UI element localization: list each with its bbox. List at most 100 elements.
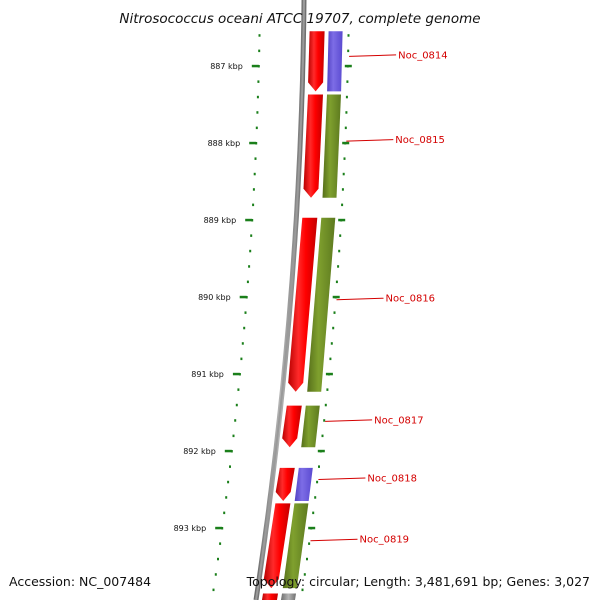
backbone	[253, 0, 307, 600]
minor-tick-dot	[237, 388, 240, 391]
major-tick-right	[317, 449, 325, 453]
minor-tick-dot	[223, 511, 226, 515]
gene-label: Noc_0817	[374, 415, 424, 426]
gene-label: Noc_0814	[398, 50, 448, 61]
genome-summary-text: Topology: circular; Length: 3,481,691 bp…	[246, 574, 590, 589]
minor-tick-dot	[306, 557, 308, 561]
forward-strand-arrow	[275, 467, 295, 501]
minor-tick-dot	[244, 311, 247, 314]
minor-tick-dot	[321, 434, 324, 438]
minor-tick-dot	[330, 342, 333, 345]
gene-label-leader	[325, 419, 373, 422]
minor-tick-dot	[258, 34, 261, 37]
minor-tick-dot	[303, 573, 306, 576]
minor-tick-dot	[241, 342, 244, 345]
minor-tick-dot	[249, 249, 252, 253]
minor-tick-dot	[254, 157, 257, 160]
minor-tick-dot	[342, 172, 345, 176]
minor-tick-dot	[332, 326, 335, 330]
minor-tick-dot	[316, 480, 319, 484]
minor-tick-dot	[252, 188, 255, 191]
major-tick-left	[245, 218, 253, 222]
minor-tick-dot	[345, 95, 348, 99]
forward-strand-arrow	[282, 405, 302, 448]
gene-label: Noc_0816	[386, 294, 436, 305]
backbone-highlight	[255, 0, 305, 600]
gene-noc-0815	[322, 94, 341, 198]
gene-label: Noc_0818	[367, 474, 417, 485]
gene-track	[281, 31, 343, 600]
gene-label: Noc_0815	[395, 135, 445, 146]
minor-tick-dot	[347, 34, 350, 37]
forward-strand-arrow	[263, 503, 291, 589]
forward-strand-arrow	[262, 593, 278, 600]
minor-tick-dot	[240, 357, 243, 361]
major-tick-right	[342, 141, 350, 145]
gene-label-leader	[336, 297, 384, 301]
minor-tick-dot	[229, 465, 231, 468]
major-tick-right	[325, 372, 333, 376]
minor-tick-dot	[235, 403, 238, 407]
backbone-segment	[281, 593, 296, 600]
minor-tick-dot	[301, 588, 304, 592]
minor-tick-dot	[347, 49, 350, 53]
scale-ticks: 887 kbp 888 kbp 889 kbp 890 kbp 891 kbp 892 k…	[174, 62, 352, 533]
gene-labels: Noc_0814 Noc_0815 Noc_0816 Noc_0817 Noc_0818…	[310, 50, 448, 546]
minor-tick-dot	[250, 234, 253, 237]
minor-tick-dot	[217, 557, 219, 561]
minor-tick-dot	[227, 480, 230, 484]
major-tick-left	[251, 64, 259, 68]
minor-tick-dot	[248, 265, 251, 268]
gene-noc-0819	[282, 503, 309, 589]
minor-tick-dot	[341, 188, 344, 191]
tick-label: 891 kbp	[191, 370, 224, 379]
gene-label-leader	[349, 54, 397, 57]
minor-tick-dot	[343, 157, 346, 160]
gene-label-leader	[318, 477, 366, 480]
tick-label: 889 kbp	[204, 216, 237, 225]
gene-label: Noc_0819	[360, 535, 410, 546]
minor-tick-dot	[339, 234, 342, 237]
minor-tick-dot	[212, 588, 215, 592]
gene-noc-0817	[301, 405, 320, 448]
map-title: Nitrosococcus oceani ATCC 19707, complet…	[119, 11, 480, 27]
minor-tick-dot	[341, 203, 344, 207]
minor-tick-dot	[337, 265, 340, 268]
tick-label: 893 kbp	[174, 524, 207, 533]
minor-tick-dot	[256, 111, 259, 114]
tick-label: 890 kbp	[198, 293, 231, 302]
tick-label: 888 kbp	[208, 139, 241, 148]
major-tick-right	[338, 218, 346, 222]
minor-tick-dot	[234, 419, 237, 422]
major-tick-right	[344, 64, 352, 68]
major-tick-left	[215, 526, 223, 530]
minor-tick-dot	[333, 311, 336, 314]
major-tick-left	[249, 141, 257, 145]
minor-tick-dot	[225, 496, 228, 499]
minor-tick-dot	[253, 172, 256, 176]
major-tick-left	[232, 372, 240, 376]
major-tick-left	[224, 449, 232, 453]
tick-label: 892 kbp	[183, 447, 216, 456]
minor-tick-dot	[312, 511, 315, 515]
minor-tick-dot	[256, 95, 259, 99]
forward-strand-track	[262, 31, 325, 600]
major-tick-left	[239, 295, 247, 299]
minor-tick-dot	[345, 111, 348, 114]
gene-noc-0814	[327, 31, 343, 92]
minor-tick-dot	[252, 203, 255, 207]
minor-tick-dot	[255, 126, 258, 130]
forward-strand-arrow	[288, 217, 318, 392]
minor-tick-dot	[258, 49, 261, 53]
accession-text: Accession: NC_007484	[9, 574, 151, 589]
minor-tick-dot	[246, 280, 249, 284]
minor-tick-dot	[308, 542, 311, 545]
forward-strand-arrow	[308, 31, 325, 92]
tick-label: 887 kbp	[210, 62, 243, 71]
gene-noc-0816	[307, 217, 336, 392]
minor-tick-dot	[232, 434, 235, 438]
minor-tick-dot	[318, 465, 320, 468]
minor-tick-dot	[344, 126, 347, 130]
